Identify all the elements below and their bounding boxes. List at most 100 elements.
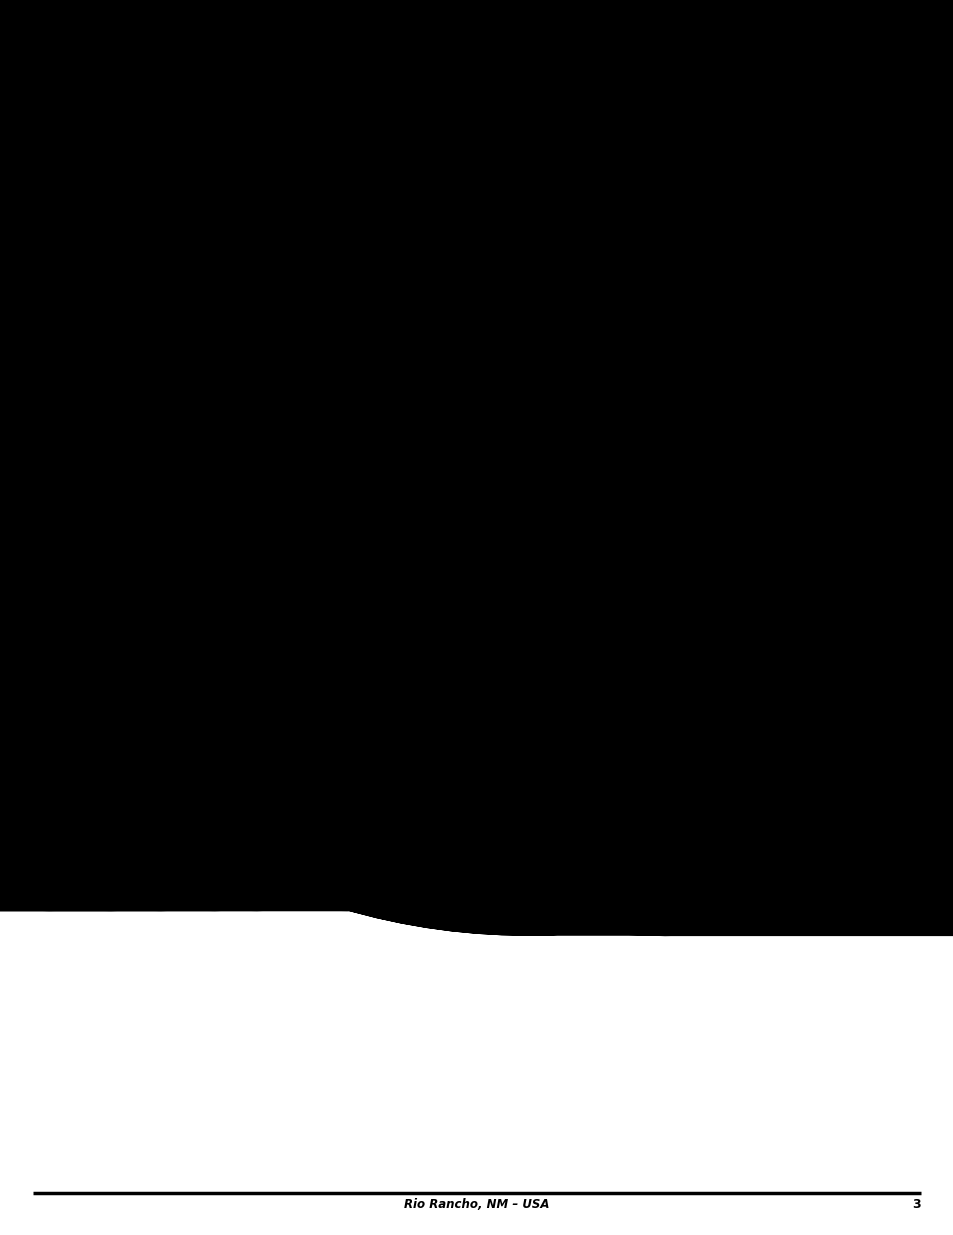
Circle shape	[781, 327, 797, 343]
Text: LED: LED	[213, 335, 227, 343]
Bar	[168, 167, 212, 198]
Text: Off: Off	[194, 256, 206, 264]
Bar	[33, 287, 78, 317]
Text: Reg: Reg	[162, 273, 176, 282]
Text: helical resonators.  This combination of low front-end gain, coupled with the ex: helical resonators. This combination of …	[33, 604, 621, 618]
Circle shape	[781, 303, 797, 317]
Text: Mixer: Mixer	[225, 151, 246, 159]
Text: XLR: XLR	[370, 279, 385, 288]
Text: adjacent frequencies.: adjacent frequencies.	[33, 743, 172, 757]
Text: Balanced: Balanced	[218, 143, 253, 152]
Text: Batt: Batt	[215, 279, 232, 288]
Text: Int: Int	[218, 270, 229, 279]
Text: 1st: 1st	[232, 237, 244, 247]
Bar	[667, 249, 758, 300]
Bar	[294, 233, 331, 254]
Bar	[470, 333, 544, 366]
Text: 9V: 9V	[111, 231, 121, 241]
Text: & Level Control: & Level Control	[543, 283, 605, 291]
Text: The mixer stage consists of a high level double balanced diode mixer.  The oscil: The mixer stage consists of a high level…	[33, 645, 635, 658]
Bar	[530, 266, 619, 300]
Text: Compandor: Compandor	[688, 275, 737, 284]
Text: 2nd IF Amp: 2nd IF Amp	[444, 205, 487, 215]
Circle shape	[214, 267, 221, 273]
Text: Oscillator: Oscillator	[219, 256, 256, 264]
Text: LED: LED	[805, 331, 821, 340]
Text: Output: Output	[370, 287, 397, 295]
Text: the IF crystal filter stage further minimizes the possibility of interference fr: the IF crystal filter stage further mini…	[33, 727, 600, 741]
Text: UHF Compact Receiver: UHF Compact Receiver	[770, 22, 920, 35]
Text: Helical Resonator: Helical Resonator	[37, 209, 107, 217]
Circle shape	[211, 311, 229, 329]
Bar	[372, 232, 419, 268]
Text: +9V: +9V	[215, 293, 232, 301]
Text: Filter: Filter	[62, 216, 82, 226]
Text: Output: Output	[370, 352, 397, 361]
Text: Battery: Battery	[102, 238, 131, 247]
Text: Dual-Band: Dual-Band	[690, 263, 734, 273]
Text: Preamp: Preamp	[124, 179, 153, 188]
Bar	[619, 190, 679, 249]
Text: provided by one monolithic integrated circuit.  The second IF filter is centered: provided by one monolithic integrated ci…	[33, 787, 623, 799]
Text: Headphone: Headphone	[370, 343, 416, 352]
Bar	[430, 159, 501, 203]
Text: 1st IF Amp: 1st IF Amp	[283, 148, 324, 158]
Text: Ant: Ant	[44, 107, 60, 116]
Text: Jack: Jack	[43, 261, 59, 269]
Bar	[33, 245, 69, 275]
Circle shape	[417, 285, 426, 293]
Text: RF: RF	[513, 135, 522, 143]
Bar	[547, 156, 618, 205]
Text: and Level Control: and Level Control	[473, 348, 540, 357]
Text: Demodulator: Demodulator	[555, 175, 610, 184]
Circle shape	[506, 154, 524, 172]
Bar	[820, 161, 904, 210]
Text: Squelch: Squelch	[748, 142, 782, 152]
Text: drives a double tuned quadrature type FM demodulator.  The squelch circuit is a : drives a double tuned quadrature type FM…	[33, 803, 659, 816]
Bar	[36, 149, 108, 205]
Text: Hdph Amp: Hdph Amp	[486, 338, 527, 347]
Text: The second IF filter and the audio demodulator, as well as the squelch and RF ou: The second IF filter and the audio demod…	[33, 769, 668, 783]
Bar	[150, 257, 188, 285]
Text: 0dB: 0dB	[805, 300, 821, 309]
Bar	[120, 163, 158, 193]
Text: Filter: Filter	[180, 162, 199, 170]
Text: Rio Rancho, NM – USA: Rio Rancho, NM – USA	[404, 1198, 549, 1212]
Text: Local: Local	[386, 247, 406, 256]
Text: -20: -20	[807, 325, 820, 333]
Text: signals.  Rejection of out of band signals is maximized, and intermodulation pro: signals. Rejection of out of band signal…	[33, 637, 603, 651]
Text: 2nd Mixer: 2nd Mixer	[373, 141, 413, 149]
Text: The UCR190 receiver is comprised of six major functional subsystems: the RF fron: The UCR190 receiver is comprised of six …	[33, 495, 658, 508]
Text: 16 kHz: 16 kHz	[846, 170, 876, 179]
Text: w/LC Filters: w/LC Filters	[443, 212, 488, 221]
Text: detector type and is factory set for a -20dB SINAD level (about .5uV).  The sque: detector type and is factory set for a -…	[33, 820, 610, 832]
Text: approximately 16 MHz, and can be adjusted above and below the nominal frequency : approximately 16 MHz, and can be adjuste…	[33, 694, 685, 708]
Text: demodulator, the compandor, and the balanced microphone level output circuit.: demodulator, the compandor, and the bala…	[33, 529, 548, 541]
Bar	[213, 232, 262, 268]
Text: and Crystal Filters: and Crystal Filters	[269, 156, 338, 164]
Text: 3: 3	[911, 1198, 920, 1212]
Text: Double: Double	[222, 137, 250, 146]
Text: selectivity of the cascaded helical resonators results in no overloading, even o: selectivity of the cascaded helical reso…	[33, 621, 658, 634]
Text: GENERAL TECHNICAL DESCRIPTION: GENERAL TECHNICAL DESCRIPTION	[291, 44, 662, 64]
Text: CH12: CH12	[41, 251, 61, 259]
Text: Audio: Audio	[637, 126, 659, 136]
Text: LED: LED	[805, 305, 821, 315]
Text: Level: Level	[638, 133, 658, 142]
Text: Balanced: Balanced	[370, 270, 407, 279]
Text: GAsFET: GAsFET	[125, 168, 153, 178]
Text: the 21.4 MHz IF in the center of the crystal filter’s narrow passband.  The high: the 21.4 MHz IF in the center of the cry…	[33, 711, 618, 724]
Bar	[264, 161, 344, 198]
Text: Lo-Pass Filter: Lo-Pass Filter	[834, 182, 888, 190]
Text: Oscillator: Oscillator	[377, 256, 414, 264]
Bar	[729, 156, 801, 210]
Text: 2nd: 2nd	[388, 237, 403, 247]
Text: Ext: Ext	[208, 256, 220, 264]
Text: Output Amp: Output Amp	[550, 272, 598, 280]
Text: Protection: Protection	[35, 303, 74, 311]
Text: performance over the entire life of the battery.  The local oscillator crystal o: performance over the entire life of the …	[33, 678, 584, 692]
Text: the double bal-anced mixer/local oscillator, the first IF filter, the second IF : the double bal-anced mixer/local oscilla…	[33, 511, 608, 525]
Text: Power: Power	[208, 327, 232, 336]
Text: amplifiers are designed to provide only enough gain to make up for the inherent : amplifiers are designed to provide only …	[33, 588, 657, 601]
Text: Local: Local	[228, 247, 248, 256]
